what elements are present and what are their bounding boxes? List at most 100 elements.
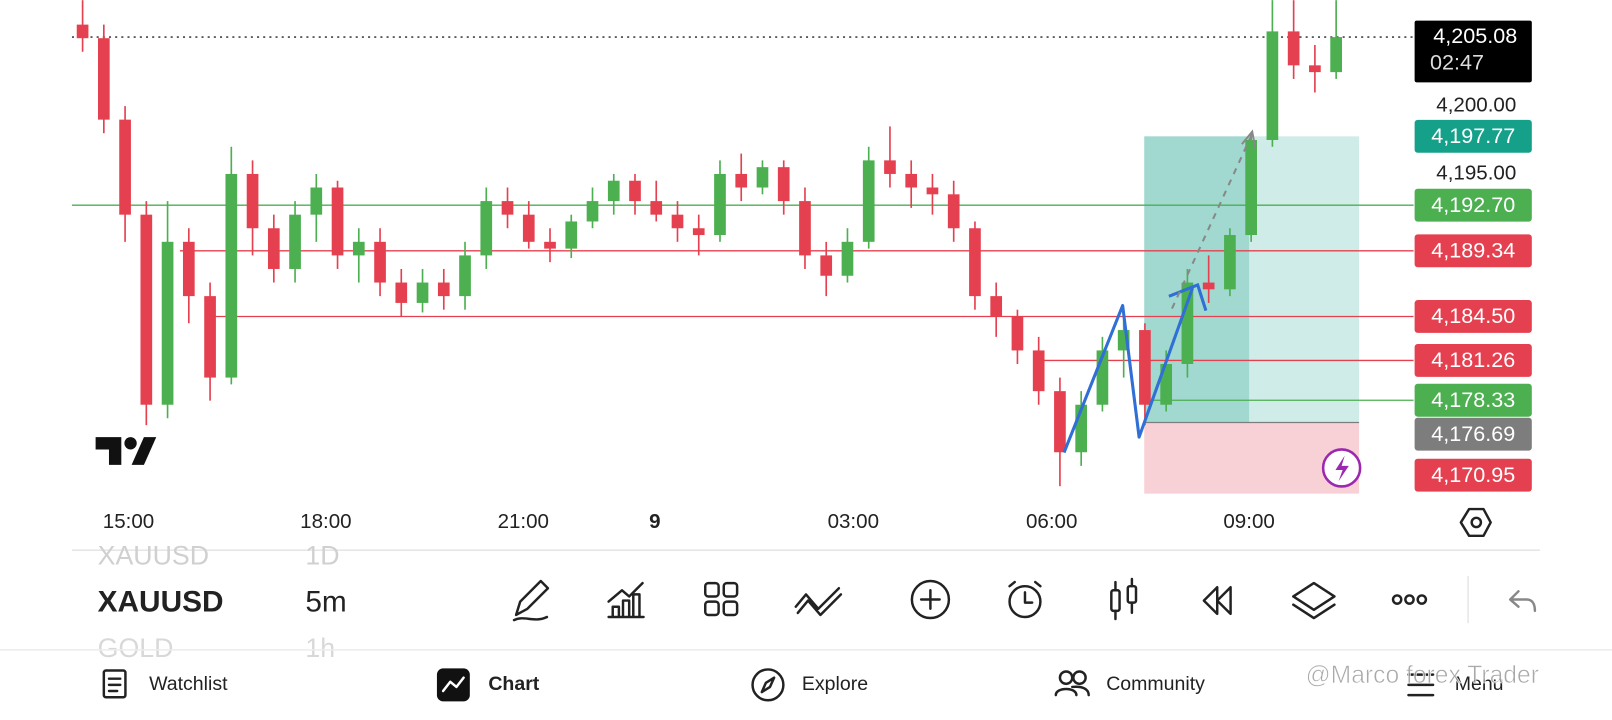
candle-body — [1117, 330, 1130, 351]
draw-tool[interactable] — [512, 579, 550, 622]
last-price-text: 4,205.08 — [1433, 23, 1517, 48]
candle-body — [714, 173, 726, 236]
position-stop-zone — [1144, 422, 1360, 494]
watermark: @Marco forex Trader — [1306, 662, 1539, 689]
candle-body — [395, 282, 408, 303]
countdown: 02:47 — [1430, 50, 1484, 75]
candle-body — [289, 214, 301, 269]
price-label — [1414, 417, 1532, 451]
x-tick-label: 06:00 — [1026, 510, 1077, 533]
candle-body — [267, 228, 280, 269]
next-symbol: GOLD — [98, 633, 174, 663]
candle-body — [799, 201, 811, 256]
price-label-text: 4,197.77 — [1431, 123, 1515, 148]
candle-body — [650, 201, 663, 215]
candle-body — [1266, 31, 1279, 141]
explore-icon[interactable] — [751, 668, 785, 702]
candle-body — [884, 160, 896, 174]
candle-body — [544, 241, 556, 249]
candle-body — [1202, 282, 1215, 290]
candle-body — [671, 214, 684, 229]
symbol[interactable]: XAUUSD — [98, 586, 224, 619]
candle-body — [629, 180, 641, 202]
prev-interval: 1D — [305, 540, 339, 570]
nav-item[interactable]: Explore — [802, 673, 868, 695]
more-tool[interactable] — [1391, 594, 1428, 605]
last-price-label — [1414, 20, 1532, 83]
watchlist-icon[interactable] — [102, 669, 127, 699]
candle-body — [182, 241, 195, 297]
y-tick-label: 4,195.00 — [1436, 161, 1516, 184]
chart-area — [71, 0, 1414, 494]
menu-icon[interactable] — [1407, 673, 1435, 697]
x-tick-label: 03:00 — [828, 510, 879, 533]
candle-body — [1054, 391, 1066, 453]
alert-tool[interactable] — [1008, 580, 1042, 619]
x-tick-label: 18:00 — [300, 510, 351, 533]
nav-item[interactable]: Community — [1106, 673, 1205, 695]
interval[interactable]: 5m — [305, 586, 346, 619]
y-tick-label: 4,200.00 — [1436, 94, 1516, 117]
prev-symbol: XAUUSD — [98, 540, 209, 570]
price-label — [1414, 188, 1532, 222]
nav-item[interactable]: Watchlist — [149, 673, 228, 695]
alert-badge[interactable] — [1321, 448, 1362, 488]
candle-body — [480, 201, 493, 256]
undo-tool[interactable] — [1508, 590, 1537, 613]
community-icon[interactable] — [1054, 670, 1090, 697]
candle-body — [1309, 65, 1321, 73]
nav-item[interactable]: Menu — [1455, 673, 1504, 695]
candle-body — [1139, 330, 1151, 405]
candle-body — [692, 228, 705, 236]
candle-body — [1287, 31, 1300, 66]
candle-body — [1224, 235, 1236, 290]
price-label-text: 4,176.69 — [1431, 421, 1515, 446]
price-label — [1414, 383, 1532, 417]
candle-body — [501, 201, 514, 215]
chart-icon[interactable] — [436, 668, 470, 702]
add-tool[interactable] — [910, 579, 951, 620]
price-label — [1414, 458, 1532, 492]
candle-body — [76, 24, 89, 39]
candle-body — [331, 187, 344, 256]
candle-body — [97, 38, 110, 120]
x-tick-label: 09:00 — [1223, 510, 1274, 533]
compare-tool[interactable] — [794, 586, 843, 617]
layers-tool[interactable] — [1292, 581, 1336, 620]
candle-body — [586, 201, 599, 222]
candle-body — [926, 187, 939, 195]
nav-item[interactable]: Chart — [488, 673, 539, 695]
candle-body — [905, 173, 918, 188]
candle-body — [437, 282, 450, 297]
price-label-text: 4,181.26 — [1431, 347, 1515, 372]
candle-body — [1160, 364, 1173, 405]
candle-body — [990, 296, 1003, 317]
candle-body — [820, 255, 833, 276]
chart-type-tool[interactable] — [1110, 577, 1138, 621]
next-interval: 1h — [305, 633, 335, 663]
replay-tool[interactable] — [1202, 585, 1232, 616]
candle-body — [119, 119, 131, 215]
x-tick-label: 21:00 — [498, 510, 549, 533]
candle-body — [607, 180, 620, 202]
candle-body — [777, 167, 790, 202]
candle-body — [735, 173, 748, 188]
x-tick-label: 15:00 — [103, 510, 154, 533]
layout-tool[interactable] — [704, 581, 739, 617]
price-label-text: 4,178.33 — [1431, 387, 1515, 412]
chart-settings[interactable] — [1459, 507, 1492, 538]
toolbar: XAUUSD 1D XAUUSD 5m GOLD 1h — [98, 540, 1537, 663]
price-label — [1414, 234, 1532, 268]
price-label — [1414, 300, 1532, 333]
bottom-nav: Watchlist Chart Explore Community Menu @… — [102, 662, 1539, 702]
candle-body — [352, 241, 365, 256]
candle-body — [140, 214, 153, 405]
candle-body — [246, 173, 259, 229]
candle-body — [862, 160, 875, 242]
price-label-text: 4,189.34 — [1431, 238, 1515, 263]
candle-body — [416, 282, 429, 303]
candle-body — [565, 221, 578, 249]
candle-body — [947, 194, 960, 229]
indicators-tool[interactable] — [607, 581, 645, 619]
